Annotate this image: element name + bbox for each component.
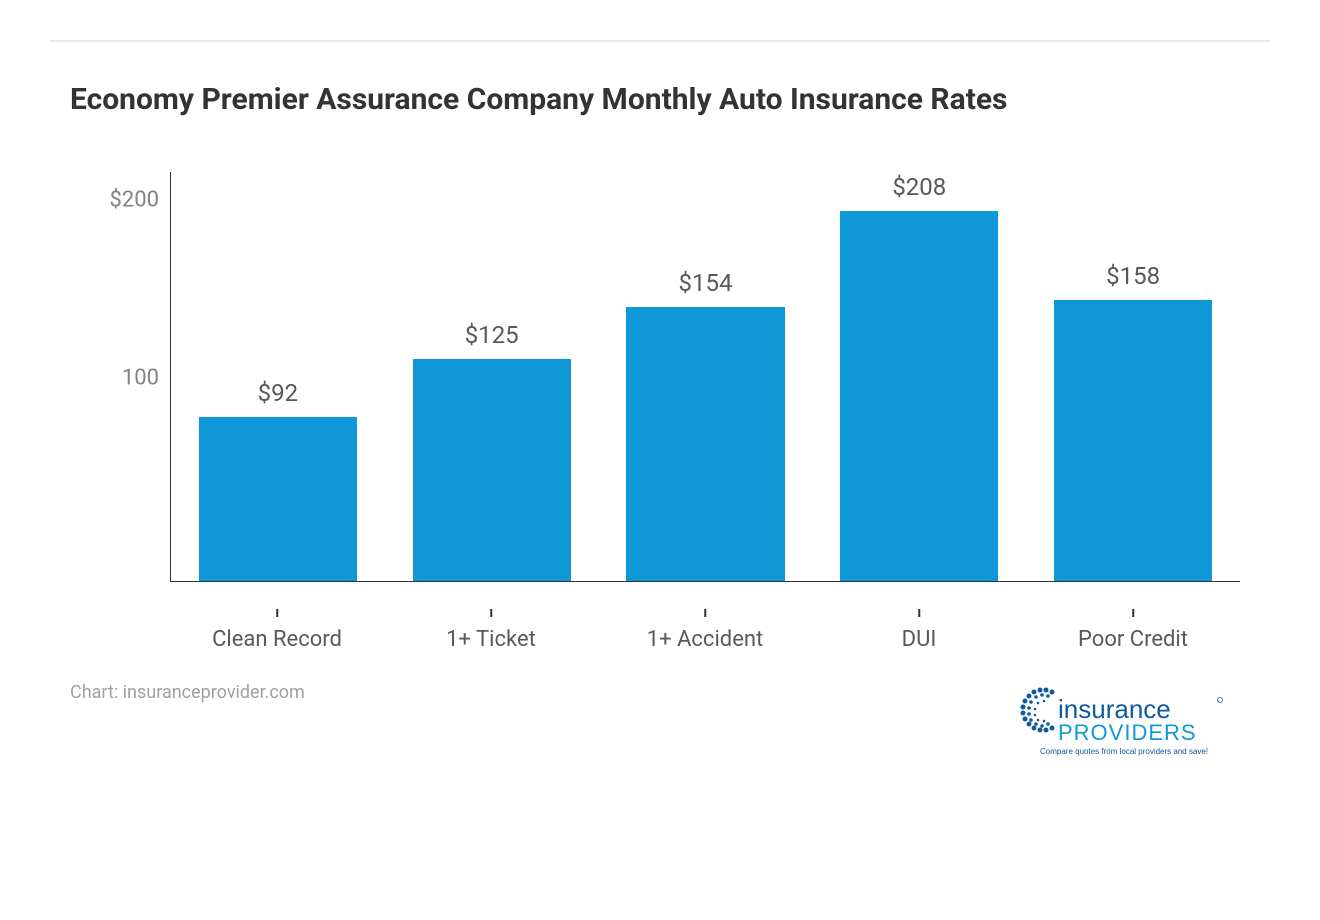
- chart-footer: Chart: insuranceprovider.com insurance P…: [50, 672, 1270, 766]
- x-tick-mark: [1132, 609, 1134, 617]
- bar-rect: [199, 417, 357, 581]
- svg-text:c: c: [1218, 698, 1220, 703]
- logo-svg: insurance PROVIDERS Compare quotes from …: [1010, 682, 1230, 762]
- bar-rect: [626, 307, 784, 581]
- chart-container: Economy Premier Assurance Company Monthl…: [0, 0, 1320, 806]
- x-tick-mark: [704, 609, 706, 617]
- x-tick-label: 1+ Ticket: [384, 627, 598, 652]
- bar-slot: $92: [171, 172, 385, 581]
- x-tick-mark: [490, 609, 492, 617]
- x-tick: 1+ Accident: [598, 609, 812, 652]
- bar-slot: $158: [1026, 172, 1240, 581]
- bar-slot: $208: [812, 172, 1026, 581]
- bar-value-label: $158: [1106, 262, 1160, 290]
- x-tick-label: 1+ Accident: [598, 627, 812, 652]
- plot-area: $92$125$154$208$158 100$200: [170, 172, 1240, 582]
- x-tick: DUI: [812, 609, 1026, 652]
- chart-title: Economy Premier Assurance Company Monthl…: [70, 82, 1270, 117]
- y-tick-label: $200: [101, 188, 159, 213]
- bar-value-label: $125: [465, 321, 519, 349]
- x-tick-mark: [276, 609, 278, 617]
- x-tick: 1+ Ticket: [384, 609, 598, 652]
- x-tick: Clean Record: [170, 609, 384, 652]
- svg-text:Compare quotes from local prov: Compare quotes from local providers and …: [1040, 747, 1208, 756]
- x-tick-mark: [918, 609, 920, 617]
- x-tick-label: Clean Record: [170, 627, 384, 652]
- svg-text:PROVIDERS: PROVIDERS: [1058, 720, 1197, 745]
- y-tick-label: 100: [101, 366, 159, 391]
- x-tick-label: Poor Credit: [1026, 627, 1240, 652]
- x-tick: Poor Credit: [1026, 609, 1240, 652]
- top-divider: [50, 40, 1270, 42]
- bar-slot: $154: [599, 172, 813, 581]
- bar-value-label: $154: [679, 269, 733, 297]
- bar-value-label: $92: [258, 379, 298, 407]
- bar-rect: [840, 211, 998, 581]
- bar-value-label: $208: [892, 173, 946, 201]
- chart-area: $92$125$154$208$158 100$200 Clean Record…: [110, 172, 1250, 652]
- brand-logo: insurance PROVIDERS Compare quotes from …: [1010, 682, 1230, 766]
- source-text: Chart: insuranceprovider.com: [70, 682, 305, 703]
- bar-rect: [1054, 300, 1212, 581]
- bar-rect: [413, 359, 571, 581]
- x-tick-label: DUI: [812, 627, 1026, 652]
- x-axis-ticks: Clean Record1+ Ticket1+ AccidentDUIPoor …: [170, 609, 1240, 652]
- bars-group: $92 $125 $154 $208 $158: [171, 172, 1240, 581]
- bar-slot: $125: [385, 172, 599, 581]
